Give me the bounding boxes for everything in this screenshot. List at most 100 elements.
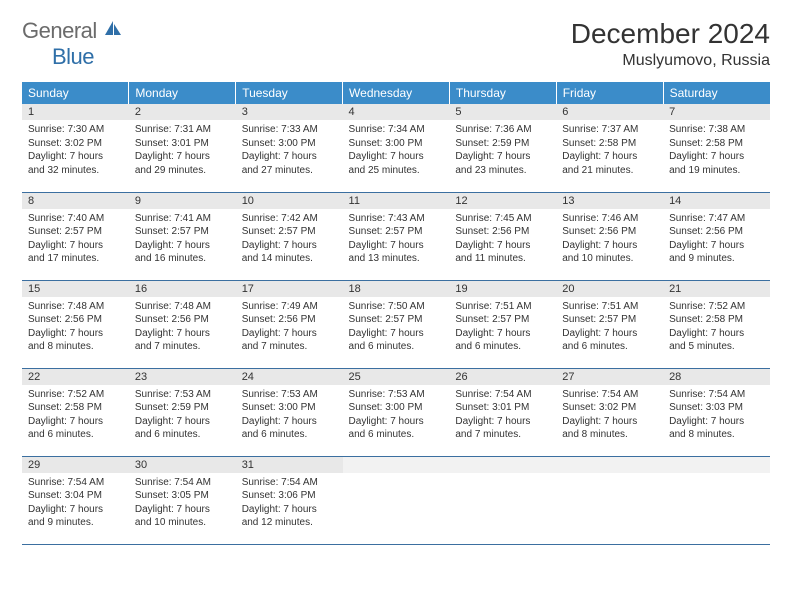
- day-content: Sunrise: 7:53 AMSunset: 3:00 PMDaylight:…: [343, 385, 450, 446]
- day-number: 8: [22, 193, 129, 209]
- daylight-text: Daylight: 7 hours: [242, 415, 337, 429]
- sunrise-text: Sunrise: 7:54 AM: [242, 476, 337, 490]
- day-number: 15: [22, 281, 129, 297]
- weekday-header: Thursday: [449, 82, 556, 104]
- daylight-text: Daylight: 7 hours: [28, 327, 123, 341]
- calendar-cell: 12Sunrise: 7:45 AMSunset: 2:56 PMDayligh…: [449, 192, 556, 280]
- sunset-text: Sunset: 3:00 PM: [242, 401, 337, 415]
- sunset-text: Sunset: 3:00 PM: [242, 137, 337, 151]
- day-content: Sunrise: 7:46 AMSunset: 2:56 PMDaylight:…: [556, 209, 663, 270]
- weekday-header-row: Sunday Monday Tuesday Wednesday Thursday…: [22, 82, 770, 104]
- calendar-cell: [663, 456, 770, 544]
- daylight-text: Daylight: 7 hours: [669, 239, 764, 253]
- daylight-text: and 23 minutes.: [455, 164, 550, 178]
- day-content: Sunrise: 7:48 AMSunset: 2:56 PMDaylight:…: [129, 297, 236, 358]
- sunset-text: Sunset: 2:57 PM: [349, 225, 444, 239]
- day-content: Sunrise: 7:52 AMSunset: 2:58 PMDaylight:…: [663, 297, 770, 358]
- weekday-header: Saturday: [663, 82, 770, 104]
- daylight-text: and 6 minutes.: [455, 340, 550, 354]
- day-number: 2: [129, 104, 236, 120]
- sunrise-text: Sunrise: 7:45 AM: [455, 212, 550, 226]
- daylight-text: and 6 minutes.: [349, 428, 444, 442]
- day-number: 29: [22, 457, 129, 473]
- calendar-row: 29Sunrise: 7:54 AMSunset: 3:04 PMDayligh…: [22, 456, 770, 544]
- daylight-text: Daylight: 7 hours: [242, 503, 337, 517]
- daylight-text: Daylight: 7 hours: [28, 415, 123, 429]
- sunset-text: Sunset: 3:00 PM: [349, 401, 444, 415]
- day-number: 7: [663, 104, 770, 120]
- calendar-cell: 19Sunrise: 7:51 AMSunset: 2:57 PMDayligh…: [449, 280, 556, 368]
- logo-text-general: General: [22, 18, 97, 44]
- daylight-text: Daylight: 7 hours: [562, 415, 657, 429]
- day-content: Sunrise: 7:48 AMSunset: 2:56 PMDaylight:…: [22, 297, 129, 358]
- daylight-text: and 16 minutes.: [135, 252, 230, 266]
- sunrise-text: Sunrise: 7:53 AM: [135, 388, 230, 402]
- day-number: 26: [449, 369, 556, 385]
- calendar-cell: 30Sunrise: 7:54 AMSunset: 3:05 PMDayligh…: [129, 456, 236, 544]
- day-number: 11: [343, 193, 450, 209]
- daylight-text: Daylight: 7 hours: [562, 327, 657, 341]
- daylight-text: and 14 minutes.: [242, 252, 337, 266]
- day-number: 12: [449, 193, 556, 209]
- day-content: Sunrise: 7:53 AMSunset: 3:00 PMDaylight:…: [236, 385, 343, 446]
- daylight-text: and 19 minutes.: [669, 164, 764, 178]
- day-content: Sunrise: 7:38 AMSunset: 2:58 PMDaylight:…: [663, 120, 770, 181]
- daylight-text: Daylight: 7 hours: [242, 327, 337, 341]
- calendar-cell: 21Sunrise: 7:52 AMSunset: 2:58 PMDayligh…: [663, 280, 770, 368]
- day-content: Sunrise: 7:49 AMSunset: 2:56 PMDaylight:…: [236, 297, 343, 358]
- page-header: General December 2024 Muslyumovo, Russia: [22, 18, 770, 70]
- daylight-text: and 9 minutes.: [28, 516, 123, 530]
- daylight-text: Daylight: 7 hours: [349, 150, 444, 164]
- logo-sail-icon: [103, 19, 123, 42]
- title-block: December 2024 Muslyumovo, Russia: [571, 18, 770, 70]
- calendar-cell: 10Sunrise: 7:42 AMSunset: 2:57 PMDayligh…: [236, 192, 343, 280]
- calendar-cell: 25Sunrise: 7:53 AMSunset: 3:00 PMDayligh…: [343, 368, 450, 456]
- sunset-text: Sunset: 3:04 PM: [28, 489, 123, 503]
- daylight-text: Daylight: 7 hours: [669, 150, 764, 164]
- calendar-cell: 31Sunrise: 7:54 AMSunset: 3:06 PMDayligh…: [236, 456, 343, 544]
- calendar-cell: 5Sunrise: 7:36 AMSunset: 2:59 PMDaylight…: [449, 104, 556, 192]
- day-number: 4: [343, 104, 450, 120]
- daylight-text: and 8 minutes.: [28, 340, 123, 354]
- sunset-text: Sunset: 2:59 PM: [135, 401, 230, 415]
- calendar-cell: 4Sunrise: 7:34 AMSunset: 3:00 PMDaylight…: [343, 104, 450, 192]
- calendar-cell: 13Sunrise: 7:46 AMSunset: 2:56 PMDayligh…: [556, 192, 663, 280]
- sunrise-text: Sunrise: 7:37 AM: [562, 123, 657, 137]
- daylight-text: Daylight: 7 hours: [28, 239, 123, 253]
- day-number: 20: [556, 281, 663, 297]
- day-number: 10: [236, 193, 343, 209]
- calendar-body: 1Sunrise: 7:30 AMSunset: 3:02 PMDaylight…: [22, 104, 770, 544]
- daylight-text: Daylight: 7 hours: [135, 415, 230, 429]
- sunset-text: Sunset: 3:02 PM: [28, 137, 123, 151]
- day-content: Sunrise: 7:47 AMSunset: 2:56 PMDaylight:…: [663, 209, 770, 270]
- sunrise-text: Sunrise: 7:54 AM: [135, 476, 230, 490]
- calendar-cell: 14Sunrise: 7:47 AMSunset: 2:56 PMDayligh…: [663, 192, 770, 280]
- daylight-text: and 17 minutes.: [28, 252, 123, 266]
- day-content: Sunrise: 7:45 AMSunset: 2:56 PMDaylight:…: [449, 209, 556, 270]
- calendar-cell: [556, 456, 663, 544]
- sunset-text: Sunset: 3:02 PM: [562, 401, 657, 415]
- sunset-text: Sunset: 3:01 PM: [455, 401, 550, 415]
- sunset-text: Sunset: 2:56 PM: [135, 313, 230, 327]
- logo-text-blue: Blue: [52, 44, 94, 70]
- sunset-text: Sunset: 2:57 PM: [562, 313, 657, 327]
- daylight-text: Daylight: 7 hours: [135, 503, 230, 517]
- daylight-text: and 11 minutes.: [455, 252, 550, 266]
- daylight-text: Daylight: 7 hours: [242, 239, 337, 253]
- day-content: Sunrise: 7:54 AMSunset: 3:02 PMDaylight:…: [556, 385, 663, 446]
- daylight-text: Daylight: 7 hours: [28, 150, 123, 164]
- sunset-text: Sunset: 2:56 PM: [455, 225, 550, 239]
- day-content: Sunrise: 7:54 AMSunset: 3:04 PMDaylight:…: [22, 473, 129, 534]
- day-number: 5: [449, 104, 556, 120]
- day-number: 1: [22, 104, 129, 120]
- sunrise-text: Sunrise: 7:51 AM: [562, 300, 657, 314]
- daylight-text: Daylight: 7 hours: [562, 150, 657, 164]
- sunrise-text: Sunrise: 7:36 AM: [455, 123, 550, 137]
- day-number: 3: [236, 104, 343, 120]
- day-content: Sunrise: 7:54 AMSunset: 3:06 PMDaylight:…: [236, 473, 343, 534]
- sunrise-text: Sunrise: 7:52 AM: [28, 388, 123, 402]
- sunset-text: Sunset: 2:56 PM: [669, 225, 764, 239]
- sunrise-text: Sunrise: 7:53 AM: [242, 388, 337, 402]
- daylight-text: and 21 minutes.: [562, 164, 657, 178]
- day-content: Sunrise: 7:53 AMSunset: 2:59 PMDaylight:…: [129, 385, 236, 446]
